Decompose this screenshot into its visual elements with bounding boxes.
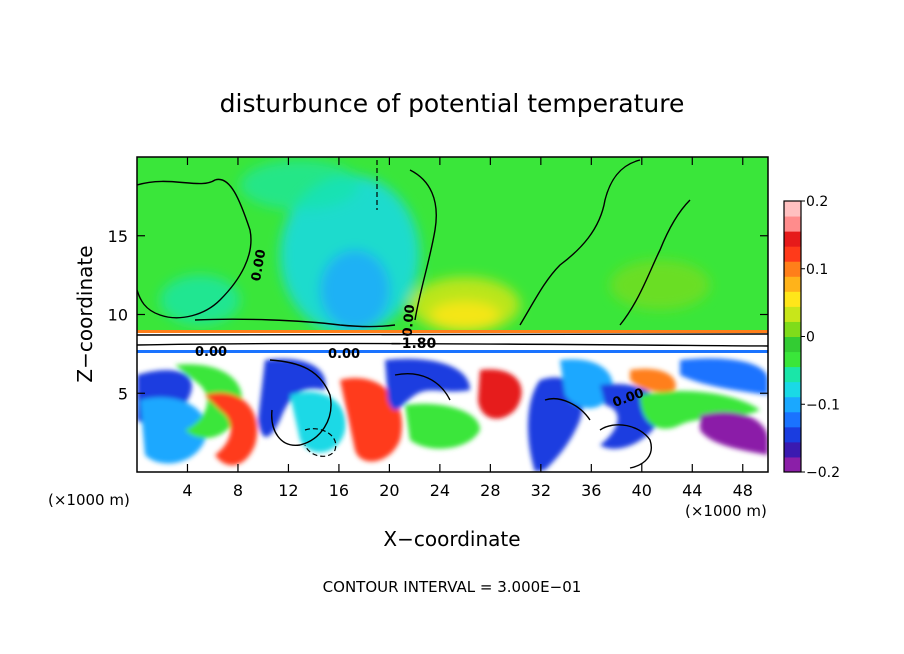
eddy-green-3 bbox=[405, 403, 480, 449]
cool-patch-left bbox=[160, 275, 240, 325]
contour-line bbox=[544, 398, 591, 421]
colorbar-tick-label: −0.2 bbox=[806, 465, 840, 481]
eddy-purple-5 bbox=[700, 411, 768, 455]
colorbar-swatch bbox=[784, 441, 801, 458]
x-tick-label: 36 bbox=[581, 481, 601, 500]
eddy-red-2 bbox=[340, 378, 402, 462]
x-unit-left: (×1000 m) bbox=[48, 491, 130, 509]
heatmap-field: 0.00 0.00 0.00 0.00 −1.80 0.00 bbox=[137, 157, 768, 472]
contour-lines bbox=[137, 159, 768, 469]
contour-lines-negative bbox=[304, 160, 378, 457]
colorbar-swatch bbox=[784, 381, 801, 398]
colorbar-swatch bbox=[784, 456, 801, 473]
x-tick-label: 44 bbox=[682, 481, 702, 500]
contour-line bbox=[137, 333, 768, 337]
x-tick-label: 4 bbox=[182, 481, 192, 500]
eddy-blue-6 bbox=[680, 358, 768, 395]
eddy-red-6 bbox=[630, 368, 676, 392]
light-patch-right bbox=[610, 260, 710, 310]
contour-label: 0.00 bbox=[195, 345, 227, 360]
colorbar-swatch bbox=[784, 201, 801, 217]
eddy-red-1 bbox=[205, 392, 258, 466]
colorbar-swatch bbox=[784, 321, 801, 337]
eddy-cyan-1 bbox=[140, 397, 207, 464]
y-tick-label: 10 bbox=[108, 306, 128, 325]
colorbar-swatch bbox=[784, 276, 801, 292]
eddy-blue-3 bbox=[385, 358, 470, 410]
contour-line bbox=[194, 318, 396, 328]
contour-line bbox=[137, 342, 768, 347]
colorbar-tick-label: −0.1 bbox=[806, 397, 840, 413]
eddy-red-3 bbox=[478, 369, 522, 419]
x-tick-label: 20 bbox=[379, 481, 399, 500]
warm-patch-core bbox=[430, 301, 500, 329]
contour-label: 0.00 bbox=[249, 248, 269, 282]
y-tick-label: 15 bbox=[108, 227, 128, 246]
inversion-white bbox=[137, 333, 768, 351]
colorbar-swatch bbox=[784, 216, 801, 232]
contour-line-negative bbox=[304, 428, 337, 457]
cool-plume-core bbox=[320, 250, 390, 330]
contour-line bbox=[599, 424, 652, 469]
contour-label: 0.00 bbox=[328, 347, 360, 362]
colorbar-swatch bbox=[784, 426, 801, 443]
y-tick-label: 5 bbox=[118, 384, 128, 403]
x-tick-label: 32 bbox=[531, 481, 551, 500]
x-tick-label: 40 bbox=[632, 481, 652, 500]
x-tick-label: 48 bbox=[733, 481, 753, 500]
inversion-line bbox=[137, 350, 768, 353]
colorbar: 0.2 0.1 0 −0.1 −0.2 bbox=[783, 194, 840, 481]
colorbar-swatch bbox=[784, 306, 801, 322]
contour-label: 0.00 bbox=[400, 304, 418, 337]
cool-patch-top bbox=[240, 160, 360, 210]
colorbar-swatch bbox=[784, 351, 801, 368]
x-tick-label: 24 bbox=[430, 481, 450, 500]
contour-label: −1.80 bbox=[390, 336, 437, 352]
contour-interval-note: CONTOUR INTERVAL = 3.000E−01 bbox=[323, 578, 582, 596]
x-axis-label: X−coordinate bbox=[383, 527, 520, 551]
x-tick-label: 8 bbox=[233, 481, 243, 500]
colorbar-tick-label: 0 bbox=[806, 330, 815, 346]
colorbar-swatch bbox=[784, 291, 801, 307]
colorbar-swatch bbox=[784, 411, 801, 428]
eddy-green-1 bbox=[175, 364, 242, 439]
contour-line bbox=[519, 159, 641, 326]
x-tick-label: 16 bbox=[329, 481, 349, 500]
eddy-blue-4 bbox=[528, 377, 583, 472]
colorbar-swatch bbox=[784, 231, 801, 247]
colorbar-swatch bbox=[784, 336, 801, 353]
colorbar-swatch bbox=[784, 261, 801, 277]
x-unit-right: (×1000 m) bbox=[685, 502, 767, 520]
x-tick-label: 28 bbox=[480, 481, 500, 500]
contour-line bbox=[394, 373, 451, 401]
colorbar-swatch bbox=[784, 396, 801, 413]
chart-title: disturbunce of potential temperature bbox=[220, 89, 685, 118]
inversion-band bbox=[137, 330, 768, 333]
y-axis-label: Z−coordinate bbox=[73, 245, 97, 382]
x-tick-label: 12 bbox=[278, 481, 298, 500]
colorbar-swatch bbox=[784, 366, 801, 383]
contour-line bbox=[269, 359, 332, 446]
contour-line bbox=[619, 199, 691, 326]
colorbar-tick-label: 0.2 bbox=[806, 194, 828, 210]
colorbar-tick-label: 0.1 bbox=[806, 262, 828, 278]
contour-line bbox=[409, 169, 437, 321]
eddy-green-5 bbox=[640, 390, 760, 429]
contour-line bbox=[137, 178, 252, 319]
eddy-cyan-4 bbox=[560, 359, 613, 409]
colorbar-swatch bbox=[784, 246, 801, 262]
